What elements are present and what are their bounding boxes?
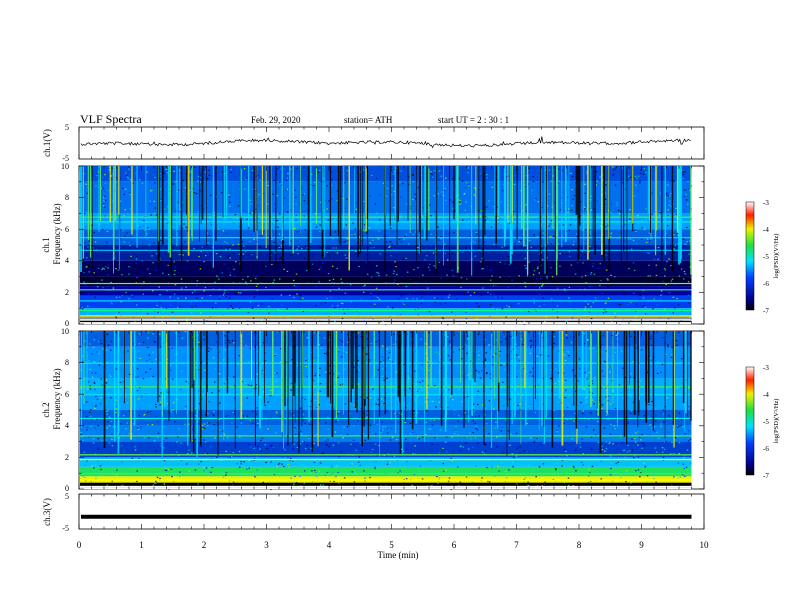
xtick-10: 10 xyxy=(700,540,710,550)
xtick-4: 4 xyxy=(327,540,332,550)
start-ut-label: start UT = 2 : 30 : 1 xyxy=(438,115,509,125)
axis-ticks xyxy=(78,127,705,529)
ch1-colorbar: -3 -4 -5 -6 -7 log(PSD)(V²/Hz) xyxy=(745,199,780,315)
ch1-waveform-trace xyxy=(80,136,691,149)
ch1-spec-ylabel-top: ch.1 xyxy=(41,237,51,252)
cb1-tick-m7: -7 xyxy=(763,307,769,315)
ch3-ytick-top: 5 xyxy=(65,492,69,501)
ch1-ytick-bottom: -5 xyxy=(62,154,69,163)
ch1-spec-ytick-6: 6 xyxy=(65,225,69,234)
xtick-3: 3 xyxy=(264,540,269,550)
ch1-ytick-top: 5 xyxy=(65,123,69,132)
ch1-spec-ytick-10: 10 xyxy=(61,162,69,171)
x-axis: 0 1 2 3 4 5 6 7 8 9 10 Time (min) xyxy=(77,540,709,560)
cb1-label: log(PSD)(V²/Hz) xyxy=(773,234,780,279)
cb1-tick-m5: -5 xyxy=(763,253,769,261)
xtick-2: 2 xyxy=(202,540,207,550)
ch2-spec-ytick-8: 8 xyxy=(65,358,69,367)
cb1-tick-m4: -4 xyxy=(763,226,769,234)
ch3-waveform-panel: ch.3(V) 5 -5 xyxy=(42,492,705,533)
ch1-spectrogram-panel: ch.1 Frequency (kHz) 0 2 4 6 8 10 xyxy=(41,162,705,328)
ch2-spec-ytick-10: 10 xyxy=(61,327,69,336)
xtick-6: 6 xyxy=(452,540,457,550)
ch3-ytick-bottom: -5 xyxy=(62,524,69,533)
ch2-spec-ytick-6: 6 xyxy=(65,390,69,399)
ch1-spec-ytick-0: 0 xyxy=(65,319,69,328)
xtick-8: 8 xyxy=(577,540,582,550)
ch1-spec-ytick-2: 2 xyxy=(65,288,69,297)
ch1-spec-ytick-4: 4 xyxy=(65,256,69,265)
cb2-tick-m5: -5 xyxy=(763,418,769,426)
ch1-waveform-panel: ch.1(V) 5 -5 xyxy=(42,123,705,163)
figure-title: VLF Spectra xyxy=(80,112,142,126)
cb2-tick-m6: -6 xyxy=(763,445,769,453)
x-axis-label: Time (min) xyxy=(378,550,419,560)
ch2-spec-ytick-0: 0 xyxy=(65,484,69,493)
ch2-spectrogram-panel: ch.2 Frequency (kHz) 0 2 4 6 8 10 xyxy=(41,327,705,493)
cb2-tick-m7: -7 xyxy=(763,472,769,480)
ch1-spectrogram-image xyxy=(80,166,692,326)
xtick-5: 5 xyxy=(389,540,394,550)
date-label: Feb. 29, 2020 xyxy=(251,115,301,125)
xtick-0: 0 xyxy=(77,540,82,550)
ch1-spec-ytick-8: 8 xyxy=(65,193,69,202)
station-label: station= ATH xyxy=(344,115,393,125)
xtick-1: 1 xyxy=(139,540,144,550)
xtick-9: 9 xyxy=(639,540,644,550)
ch2-spec-ytick-2: 2 xyxy=(65,453,69,462)
cb2-tick-m4: -4 xyxy=(763,391,769,399)
cb1-tick-m6: -6 xyxy=(763,280,769,288)
cb1-tick-m3: -3 xyxy=(763,199,769,207)
cb2-tick-m3: -3 xyxy=(763,364,769,372)
cb2-label: log(PSD)(V²/Hz) xyxy=(773,399,780,444)
ch2-spec-ytick-4: 4 xyxy=(65,421,69,430)
ch1-ylabel: ch.1(V) xyxy=(42,129,52,157)
ch1-spec-ylabel: Frequency (kHz) xyxy=(52,203,62,264)
ch2-spec-ylabel: Frequency (kHz) xyxy=(52,368,62,429)
ch2-colorbar: -3 -4 -5 -6 -7 log(PSD)(V²/Hz) xyxy=(745,364,780,480)
xtick-7: 7 xyxy=(514,540,519,550)
ch2-spectrogram-image xyxy=(80,331,692,491)
ch3-ylabel: ch.3(V) xyxy=(42,498,52,526)
ch2-spec-ylabel-top: ch.2 xyxy=(41,402,51,417)
